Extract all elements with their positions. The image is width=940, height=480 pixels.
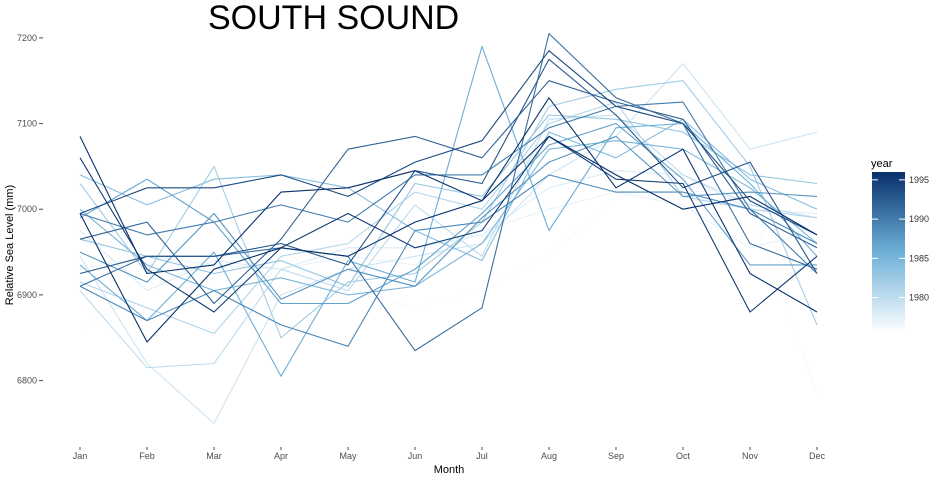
x-tick-label: Sep bbox=[608, 451, 624, 461]
series-line-1987 bbox=[79, 122, 817, 305]
y-tick-label: 6800 bbox=[17, 376, 37, 386]
legend-tick-label: 1980 bbox=[909, 293, 929, 303]
legend-tick-label: 1985 bbox=[909, 253, 929, 263]
series-line-1995 bbox=[79, 135, 818, 313]
y-tick-label: 7000 bbox=[17, 204, 37, 214]
series-line-1986 bbox=[79, 45, 818, 377]
x-tick-label: Dec bbox=[809, 451, 826, 461]
x-tick-label: Oct bbox=[676, 451, 691, 461]
x-tick-label: Jun bbox=[408, 451, 423, 461]
series-line-1983 bbox=[79, 114, 818, 287]
series-line-1992 bbox=[79, 80, 818, 305]
x-tick-label: Jul bbox=[476, 451, 488, 461]
x-tick-label: Aug bbox=[541, 451, 557, 461]
series-lines bbox=[79, 33, 818, 424]
series-line-1982 bbox=[79, 80, 818, 339]
y-axis-title: Relative Sea Level (mm) bbox=[4, 185, 16, 305]
y-tick-label: 7100 bbox=[17, 119, 37, 129]
x-tick-label: Mar bbox=[206, 451, 222, 461]
x-tick-label: Nov bbox=[742, 451, 759, 461]
series-line-1984 bbox=[79, 118, 818, 262]
series-line-1996 bbox=[79, 135, 818, 343]
series-line-1988 bbox=[79, 135, 818, 300]
series-line-1993 bbox=[79, 58, 818, 275]
color-legend: year 1980 1985 1990 1995 bbox=[871, 158, 929, 329]
series-line-1990 bbox=[79, 101, 818, 274]
y-axis: 6800 6900 7000 7100 7200 bbox=[17, 33, 43, 386]
legend-title: year bbox=[871, 158, 893, 170]
legend-ticks: 1980 1985 1990 1995 bbox=[872, 175, 929, 303]
series-line-1994 bbox=[79, 50, 818, 236]
x-tick-label: Jan bbox=[73, 451, 88, 461]
y-tick-label: 6900 bbox=[17, 290, 37, 300]
x-tick-label: Feb bbox=[139, 451, 155, 461]
legend-colorbar bbox=[872, 172, 905, 329]
series-line-1985 bbox=[79, 140, 818, 296]
x-tick-label: May bbox=[339, 451, 357, 461]
chart-title: SOUTH SOUND bbox=[208, 0, 459, 37]
series-line-1981 bbox=[79, 101, 818, 335]
series-line-1996 bbox=[79, 97, 818, 313]
series-line-1976 bbox=[79, 191, 818, 394]
series-line-1979 bbox=[79, 63, 818, 424]
x-axis-title: Month bbox=[434, 464, 465, 476]
legend-tick-label: 1990 bbox=[909, 214, 929, 224]
x-tick-label: Apr bbox=[274, 451, 288, 461]
y-tick-label: 7200 bbox=[17, 33, 37, 43]
series-line-1980 bbox=[79, 114, 818, 369]
legend-tick-label: 1995 bbox=[909, 175, 929, 185]
series-line-1989 bbox=[79, 174, 818, 347]
x-axis: Jan Feb Mar Apr May Jun Jul Aug Sep Oct Nov Dec bbox=[73, 447, 826, 461]
